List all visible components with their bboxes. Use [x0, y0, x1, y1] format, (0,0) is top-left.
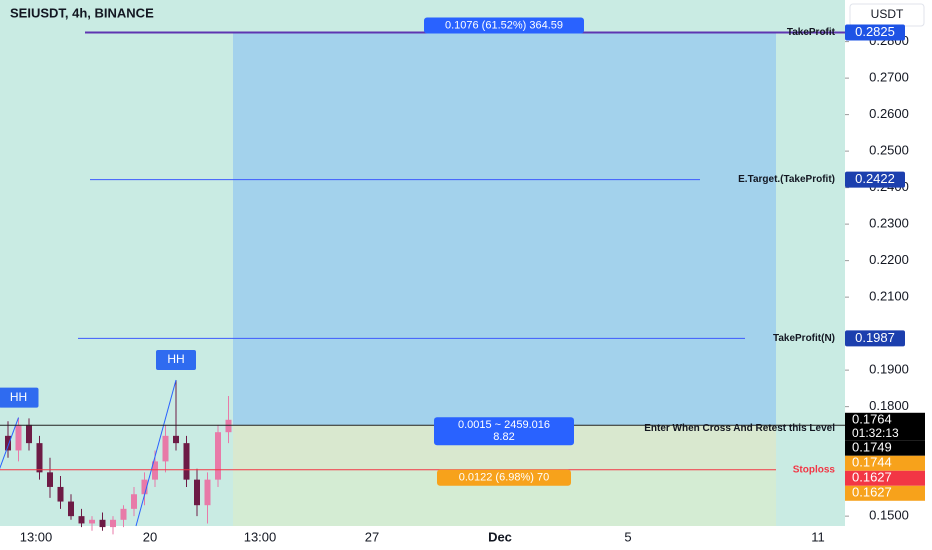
candle-body [152, 461, 158, 480]
y-tick-label: 0.1900 [869, 362, 909, 377]
price-badge-text: 0.1744 [852, 455, 892, 470]
level-label: E.Target.(TakeProfit) [738, 174, 835, 185]
level-badge-text: 0.2825 [855, 24, 895, 39]
price-badge-text: 0.1764 [852, 412, 892, 427]
y-tick-label: 0.2600 [869, 106, 909, 121]
candle-body [204, 479, 211, 506]
candle-body [110, 519, 116, 528]
level-label: TakeProfit [787, 27, 836, 38]
x-tick-label: 11 [811, 529, 825, 544]
hh-label: HH [167, 352, 184, 366]
hh-badge [0, 387, 39, 408]
level-badge [845, 330, 905, 347]
price-badge [845, 485, 925, 501]
y-tick-label: 0.2700 [869, 70, 909, 85]
y-tick-label: 0.2300 [869, 216, 909, 231]
candle-body [173, 435, 179, 444]
swing-line [135, 379, 177, 527]
position-label-bg [424, 17, 584, 34]
symbol-title: SEIUSDT, 4h, BINANCE [10, 5, 154, 20]
y-tick-label: 0.1800 [869, 398, 909, 413]
swing-line [0, 417, 19, 470]
candle-body [47, 472, 53, 487]
y-tick-label: 0.2200 [869, 252, 909, 267]
level-label: Stoploss [793, 464, 836, 475]
candle-body [78, 516, 85, 524]
level-badge-text: 0.2422 [855, 171, 895, 186]
candle-body [194, 479, 200, 506]
x-tick-label: 20 [143, 529, 157, 544]
candle-body [5, 435, 11, 451]
hh-badge [156, 349, 196, 370]
position-label: 0.0122 (6.98%) 70 [459, 472, 550, 484]
candle-body [57, 486, 64, 502]
position-label: 8.82 [493, 431, 514, 443]
candle-body [225, 419, 232, 433]
x-tick-label: 13:00 [20, 529, 53, 544]
position-label: 0.0015 ~ 2459.016 [458, 419, 550, 431]
candle-body [68, 501, 74, 517]
price-badge [845, 470, 925, 486]
price-badge [845, 440, 925, 456]
level-badge-text: 0.1987 [855, 330, 895, 345]
price-badge [845, 412, 925, 441]
candle-body [120, 508, 127, 520]
y-tick-label: 0.1500 [869, 508, 909, 523]
time-axis-bg [0, 526, 845, 550]
x-tick-label: 5 [624, 529, 631, 544]
candle-body [183, 443, 190, 480]
x-tick-label: Dec [488, 529, 512, 544]
candle-body [131, 494, 137, 509]
level-label: TakeProfit(N) [773, 333, 835, 344]
y-tick-label: 0.2500 [869, 143, 909, 158]
level-badge [845, 171, 905, 188]
level-badge [845, 24, 905, 41]
countdown: 01:32:13 [852, 426, 899, 440]
price-badge [845, 455, 925, 471]
candle-body [141, 479, 148, 495]
x-tick-label: 13:00 [244, 529, 277, 544]
candle-body [89, 519, 95, 524]
price-badge-text: 0.1749 [852, 440, 892, 455]
candle-body [15, 424, 22, 451]
profit-zone [233, 32, 776, 426]
currency-label[interactable]: USDT [871, 7, 904, 21]
price-badge-text: 0.1627 [852, 470, 892, 485]
candle-body [99, 519, 106, 528]
hh-label: HH [10, 390, 27, 404]
position-label-bg [437, 469, 571, 486]
candle-body [26, 424, 32, 444]
position-label-bg [434, 417, 574, 446]
level-label: Enter When Cross And Retest this Level [644, 423, 835, 434]
y-tick-label: 0.2100 [869, 289, 909, 304]
position-label: 0.1076 (61.52%) 364.59 [445, 19, 563, 31]
x-tick-label: 27 [365, 529, 379, 544]
candle-body [215, 432, 221, 480]
price-badge-text: 0.1627 [852, 485, 892, 500]
candle-body [162, 435, 169, 462]
candle-body [36, 443, 43, 473]
